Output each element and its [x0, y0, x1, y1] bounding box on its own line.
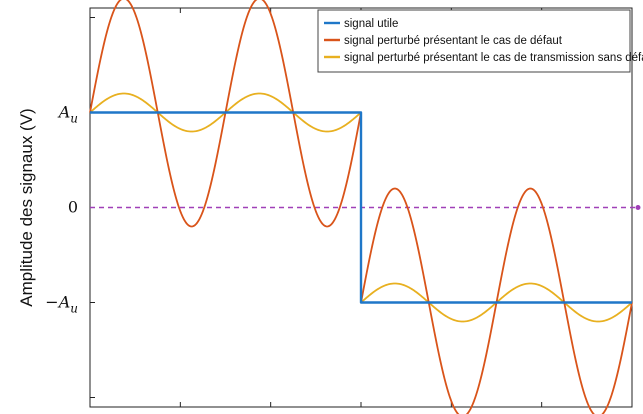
- axes: Au 0 −Au Amplitude des signaux (V): [17, 7, 633, 408]
- series-line-0: [89, 111, 633, 304]
- y-axis-title: Amplitude des signaux (V): [17, 108, 36, 306]
- zero-reference-line: [90, 205, 641, 210]
- zero-line-end-marker: [635, 205, 641, 210]
- legend-box: [317, 9, 631, 73]
- legend-label-1: signal perturbé présentant le cas de déf…: [344, 35, 563, 47]
- y-tick-label: −Au: [45, 293, 78, 316]
- y-tick-label: 0: [68, 198, 78, 217]
- series-layer: [89, 0, 633, 414]
- y-tick-label: Au: [57, 103, 78, 126]
- legend-label-0: signal utile: [344, 18, 398, 30]
- legend: signal utile signal perturbé présentant l…: [317, 9, 643, 73]
- legend-label-2: signal perturbé présentant le cas de tra…: [344, 52, 643, 64]
